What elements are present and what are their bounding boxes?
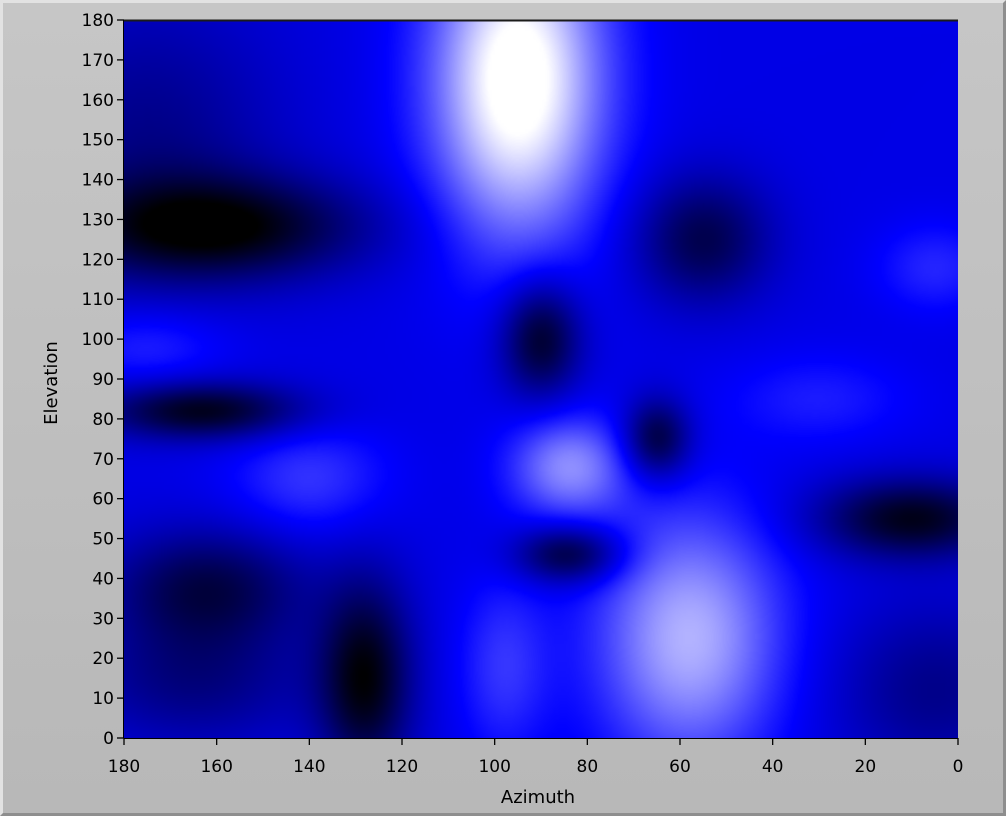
y-tick-label: 20 — [92, 649, 114, 669]
y-tick-label: 10 — [92, 689, 114, 709]
y-tick-label: 30 — [92, 609, 114, 629]
y-tick-label: 130 — [82, 210, 114, 230]
x-tick-label: 80 — [577, 757, 599, 777]
y-tick-label: 150 — [82, 131, 114, 151]
x-axis-title: Azimuth — [501, 787, 575, 808]
x-tick-label: 140 — [293, 757, 325, 777]
x-tick-label: 20 — [855, 757, 877, 777]
y-tick-label: 100 — [82, 330, 114, 350]
x-tick-label: 0 — [953, 757, 964, 777]
y-tick-label: 40 — [92, 569, 114, 589]
x-axis: 180 160 140 120 100 80 60 40 20 0 — [108, 738, 964, 777]
y-tick-label: 110 — [82, 290, 114, 310]
x-tick-label: 160 — [200, 757, 232, 777]
x-tick-label: 180 — [108, 757, 140, 777]
y-tick-label: 160 — [82, 91, 114, 111]
x-tick-label: 60 — [669, 757, 691, 777]
y-tick-label: 170 — [82, 51, 114, 71]
y-tick-label: 80 — [92, 410, 114, 430]
x-tick-label: 100 — [478, 757, 510, 777]
y-tick-label: 120 — [82, 250, 114, 270]
x-tick-label: 40 — [762, 757, 784, 777]
y-tick-label: 0 — [103, 729, 114, 749]
y-tick-label: 70 — [92, 450, 114, 470]
y-tick-label: 90 — [92, 370, 114, 390]
plot-area — [124, 19, 958, 738]
y-tick-label: 50 — [92, 530, 114, 550]
x-tick-label: 120 — [386, 757, 418, 777]
y-axis: 0 10 20 30 40 50 60 70 80 90 100 110 120 130 140 150 160… — [82, 11, 124, 749]
y-tick-label: 180 — [82, 11, 114, 31]
y-axis-title: Elevation — [41, 341, 62, 425]
heatmap-image — [124, 20, 958, 738]
y-tick-label: 60 — [92, 490, 114, 510]
y-tick-label: 140 — [82, 171, 114, 191]
